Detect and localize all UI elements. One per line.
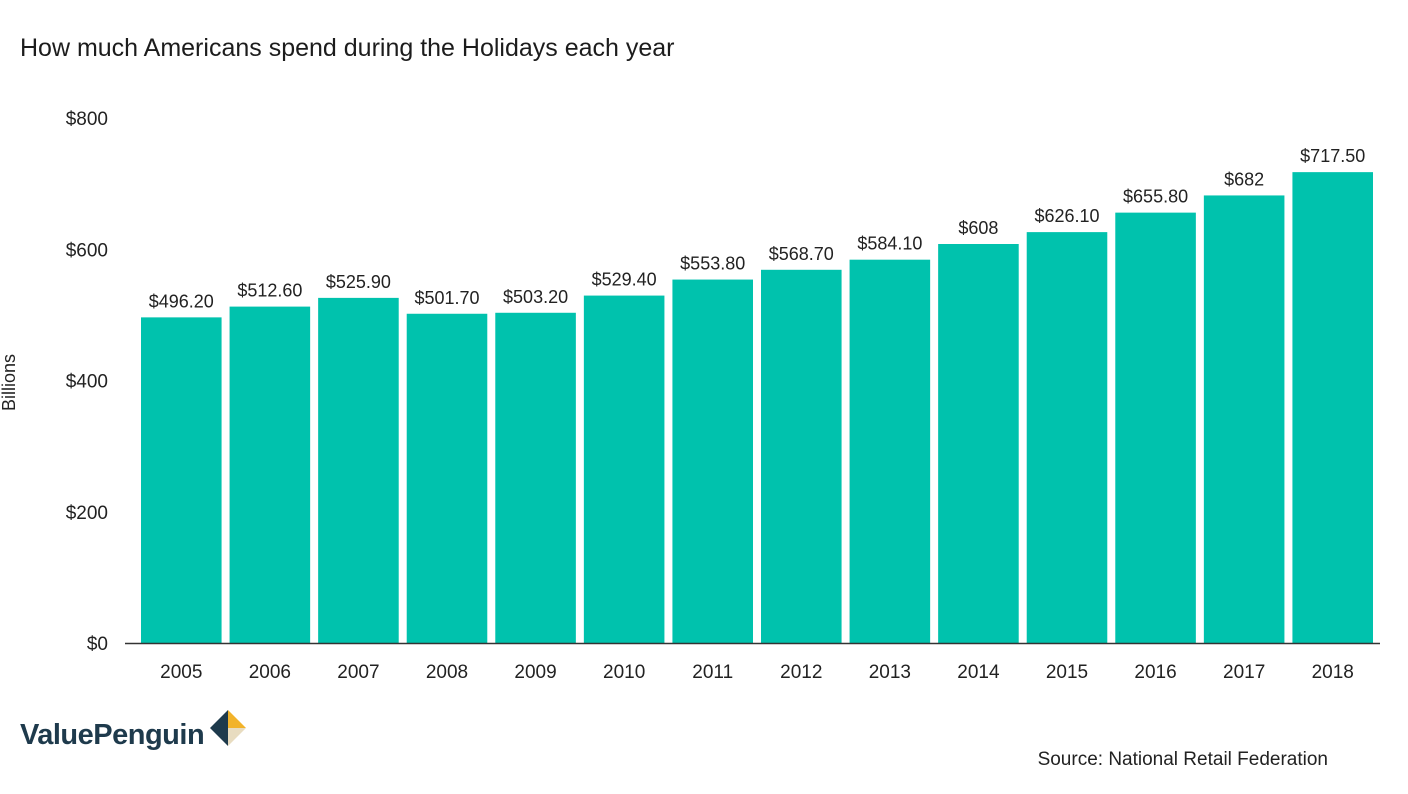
data-label: $608 xyxy=(958,218,998,238)
chart-title: How much Americans spend during the Holi… xyxy=(20,34,675,62)
valuepenguin-diamond-icon xyxy=(210,710,247,746)
y-tick-label: $400 xyxy=(66,372,108,393)
source-note: Source: National Retail Federation xyxy=(1037,749,1328,770)
bar xyxy=(1026,232,1108,643)
y-axis-label: Billions xyxy=(0,354,19,411)
bar xyxy=(318,297,399,643)
bar xyxy=(849,259,931,643)
y-axis: $0 $200 $400 $600 $800 xyxy=(66,109,108,655)
bar xyxy=(761,269,842,643)
bar xyxy=(583,295,665,643)
data-label: $512.60 xyxy=(237,281,302,301)
data-label: $568.70 xyxy=(769,244,834,264)
y-tick-label: $0 xyxy=(87,634,108,655)
bar xyxy=(938,244,1019,643)
bar-chart: $0 $200 $400 $600 $800 $496.20 $512.60 $525.90… xyxy=(0,109,1380,683)
y-tick-label: $200 xyxy=(66,503,108,524)
data-label: $717.50 xyxy=(1300,146,1365,166)
data-label: $503.20 xyxy=(503,287,568,307)
bar xyxy=(406,313,488,643)
x-tick-label: 2011 xyxy=(692,662,733,683)
x-tick-label: 2005 xyxy=(160,662,202,683)
x-tick-label: 2007 xyxy=(337,662,379,683)
x-tick-label: 2010 xyxy=(603,662,645,683)
data-label: $525.90 xyxy=(326,272,391,292)
data-label: $501.70 xyxy=(414,288,479,308)
data-labels: $496.20 $512.60 $525.90 $501.70 $503.20 $529.… xyxy=(149,146,1366,311)
bar xyxy=(141,317,222,643)
x-tick-label: 2016 xyxy=(1134,662,1176,683)
x-tick-label: 2006 xyxy=(249,662,291,683)
valuepenguin-logo: ValuePenguin xyxy=(20,710,248,760)
bar xyxy=(229,306,311,643)
bar xyxy=(1292,172,1373,643)
bars xyxy=(141,172,1373,643)
data-label: $626.10 xyxy=(1034,206,1099,226)
bar xyxy=(672,279,753,643)
x-axis: 2005 2006 2007 2008 2009 2010 2011 2012 2013 2014… xyxy=(160,662,1354,683)
bar xyxy=(1115,212,1196,643)
x-tick-label: 2015 xyxy=(1046,662,1088,683)
data-label: $553.80 xyxy=(680,254,745,274)
data-label: $584.10 xyxy=(857,234,922,254)
x-tick-label: 2008 xyxy=(426,662,468,683)
y-tick-label: $800 xyxy=(66,109,108,130)
x-tick-label: 2014 xyxy=(957,662,1000,683)
data-label: $655.80 xyxy=(1123,187,1188,207)
logo-text: ValuePenguin xyxy=(20,718,205,751)
x-tick-label: 2013 xyxy=(869,662,911,683)
x-tick-label: 2009 xyxy=(514,662,556,683)
bar xyxy=(495,312,576,643)
data-label: $496.20 xyxy=(149,291,214,311)
x-tick-label: 2018 xyxy=(1312,662,1354,683)
data-label: $529.40 xyxy=(592,270,657,290)
x-tick-label: 2017 xyxy=(1223,662,1265,683)
y-tick-label: $600 xyxy=(66,240,108,261)
x-tick-label: 2012 xyxy=(780,662,822,683)
bar xyxy=(1203,195,1285,643)
data-label: $682 xyxy=(1224,169,1264,189)
